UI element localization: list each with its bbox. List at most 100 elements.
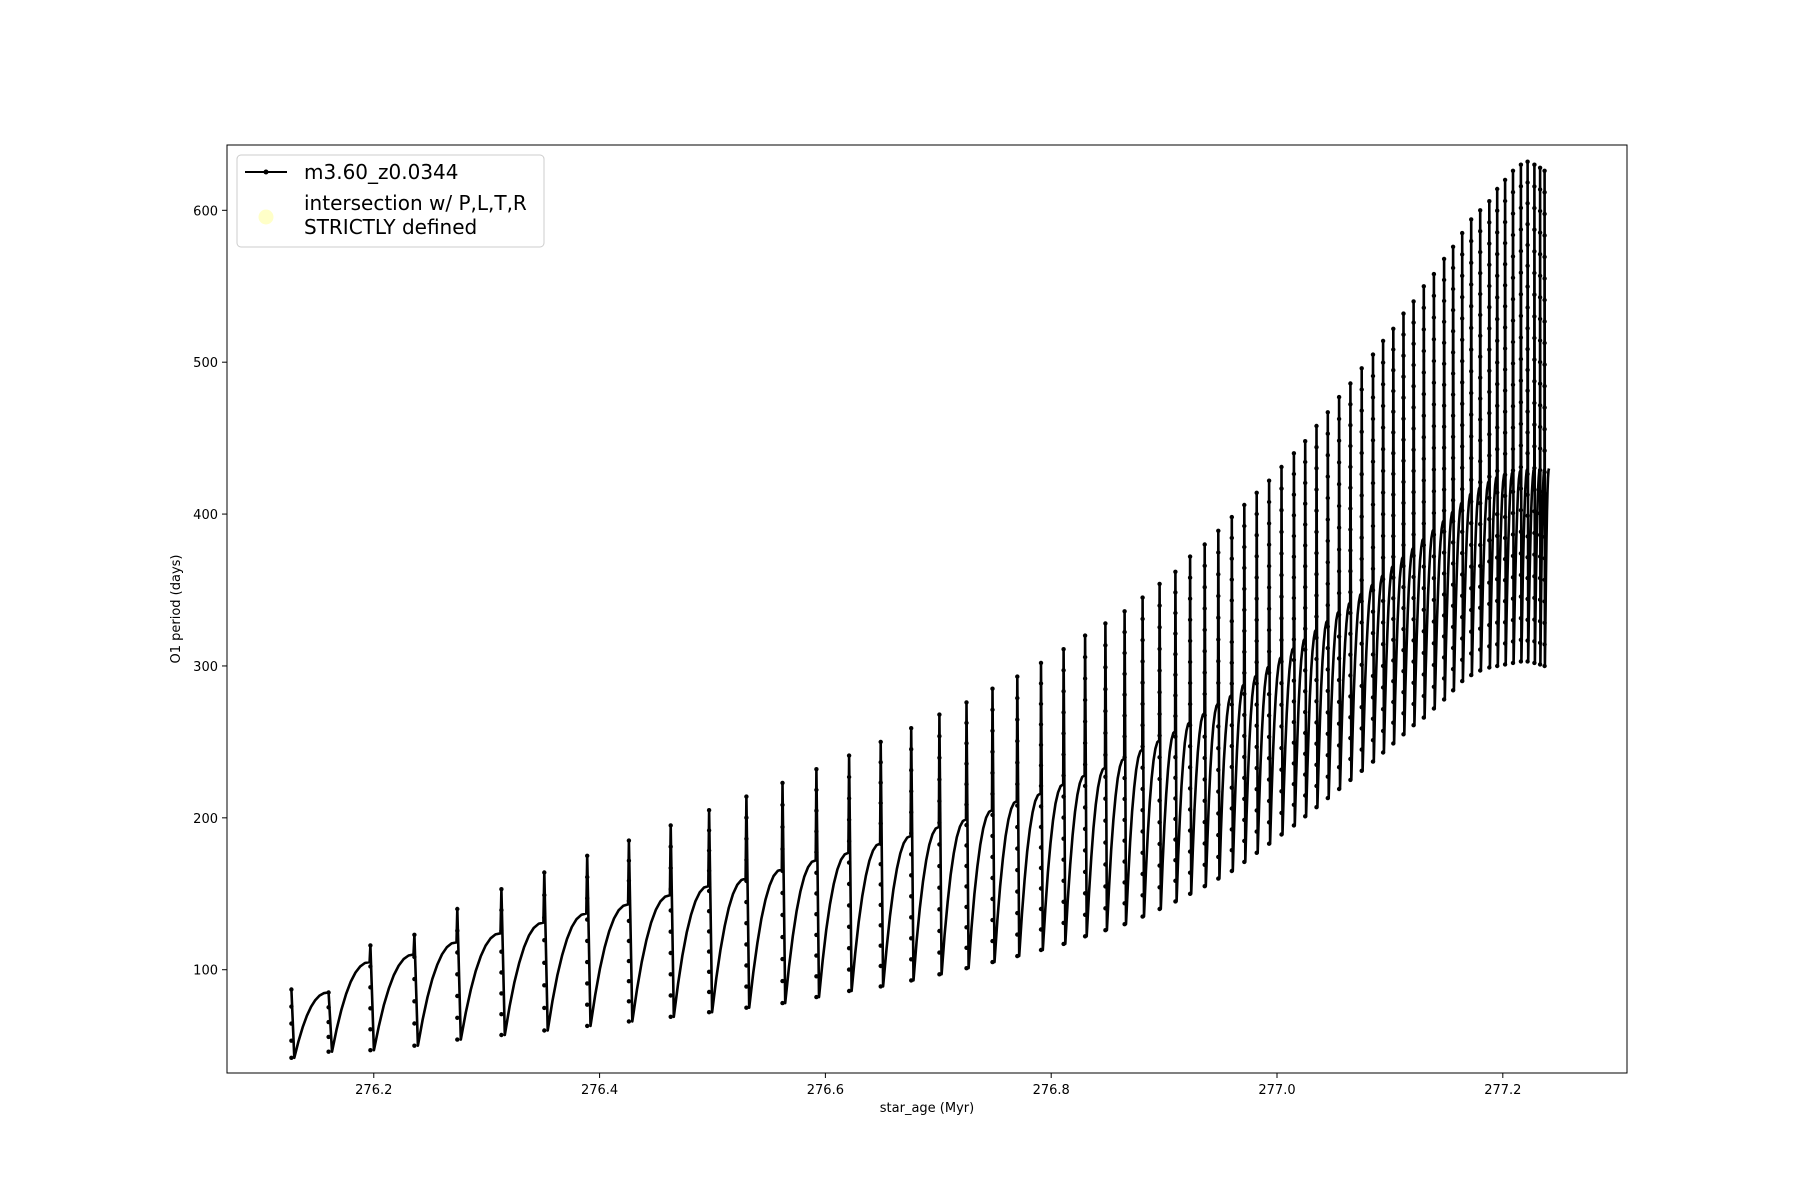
series-point — [1187, 617, 1193, 622]
series-point — [1542, 168, 1547, 173]
series-point — [1518, 248, 1524, 254]
series-point — [1254, 575, 1259, 580]
series-point — [1469, 282, 1474, 287]
series-point — [1502, 556, 1508, 562]
series-point — [1441, 571, 1447, 576]
series-point — [1502, 430, 1508, 435]
series-point — [1478, 333, 1483, 338]
series-point — [499, 887, 504, 892]
series-point — [990, 749, 995, 754]
series-point — [1336, 699, 1342, 705]
series-point — [1291, 802, 1297, 807]
series-point — [1380, 512, 1386, 517]
series-point — [1336, 503, 1342, 509]
series-point — [1537, 554, 1543, 559]
series-point — [1336, 786, 1342, 792]
series-point — [1525, 513, 1530, 518]
series-point — [1122, 650, 1127, 656]
series-point — [1401, 711, 1406, 716]
series-point — [1348, 777, 1353, 783]
series-point — [1495, 468, 1500, 474]
series-point — [1421, 586, 1427, 591]
series-point — [1015, 867, 1020, 873]
series-point — [1518, 270, 1524, 275]
series-point — [1460, 401, 1465, 406]
series-point — [1460, 444, 1465, 449]
series-point — [1542, 340, 1547, 346]
series-point — [1157, 863, 1162, 868]
series-point — [1495, 512, 1500, 517]
series-point — [1202, 563, 1207, 568]
series-point — [1242, 796, 1247, 802]
series-point — [846, 924, 852, 929]
series-point — [1510, 382, 1516, 387]
series-point — [1348, 548, 1353, 553]
series-point — [1431, 315, 1437, 320]
series-point — [1202, 542, 1207, 547]
series-point — [1370, 630, 1376, 636]
series-point — [1173, 755, 1178, 760]
series-point — [964, 843, 969, 848]
series-point — [1279, 637, 1284, 643]
series-point — [937, 798, 942, 804]
series-point — [1411, 553, 1416, 558]
series-point — [1537, 359, 1543, 365]
series-point — [585, 1002, 590, 1007]
series-point — [1348, 485, 1353, 490]
series-point — [1229, 743, 1235, 749]
series-point — [1469, 586, 1474, 591]
series-point — [846, 753, 852, 758]
series-point — [1518, 356, 1524, 362]
series-point — [1229, 868, 1235, 874]
series-point — [1495, 360, 1500, 365]
series-point — [990, 812, 995, 818]
series-point — [1242, 670, 1247, 676]
series-point — [1038, 824, 1044, 830]
series-point — [1279, 551, 1284, 556]
series-point — [1254, 490, 1259, 495]
series-point — [1431, 641, 1437, 646]
series-point — [1325, 581, 1331, 586]
series-point — [1478, 584, 1483, 589]
series-point — [1216, 550, 1221, 555]
series-point — [1359, 620, 1364, 625]
series-point — [1537, 252, 1543, 257]
series-point — [1495, 598, 1500, 604]
series-point — [1216, 593, 1221, 599]
series-point — [1242, 565, 1247, 571]
legend: m3.60_z0.0344 intersection w/ P,L,T,R ST… — [236, 154, 545, 248]
series-point — [1537, 295, 1543, 300]
series-point — [1103, 840, 1108, 845]
series-point — [1370, 480, 1376, 486]
series-point — [542, 938, 547, 943]
series-point — [1478, 291, 1483, 297]
series-point — [1421, 607, 1427, 612]
series-point — [1015, 910, 1020, 916]
series-point — [1103, 774, 1108, 779]
series-point — [1122, 817, 1127, 823]
series-point — [1266, 627, 1272, 633]
series-point — [1532, 227, 1537, 232]
series-point — [1303, 730, 1308, 736]
series-point — [744, 921, 749, 926]
series-point — [1518, 443, 1524, 448]
series-point — [1348, 423, 1353, 428]
series-point — [1487, 644, 1492, 649]
series-point — [1242, 838, 1247, 844]
series-point — [1542, 599, 1547, 604]
series-point — [412, 1021, 417, 1026]
series-point — [412, 999, 417, 1004]
series-point — [1487, 410, 1492, 416]
series-point — [1202, 734, 1207, 739]
series-point — [1187, 680, 1193, 686]
series-point — [1325, 624, 1331, 629]
series-point — [780, 890, 785, 896]
series-point — [1450, 582, 1456, 587]
series-point — [1157, 820, 1162, 825]
series-point — [1266, 841, 1272, 846]
series-point — [1229, 535, 1235, 541]
series-point — [878, 800, 883, 806]
x-tick-label: 277.0 — [1258, 1083, 1295, 1098]
series-point — [1411, 595, 1416, 601]
series-point — [1537, 230, 1543, 235]
